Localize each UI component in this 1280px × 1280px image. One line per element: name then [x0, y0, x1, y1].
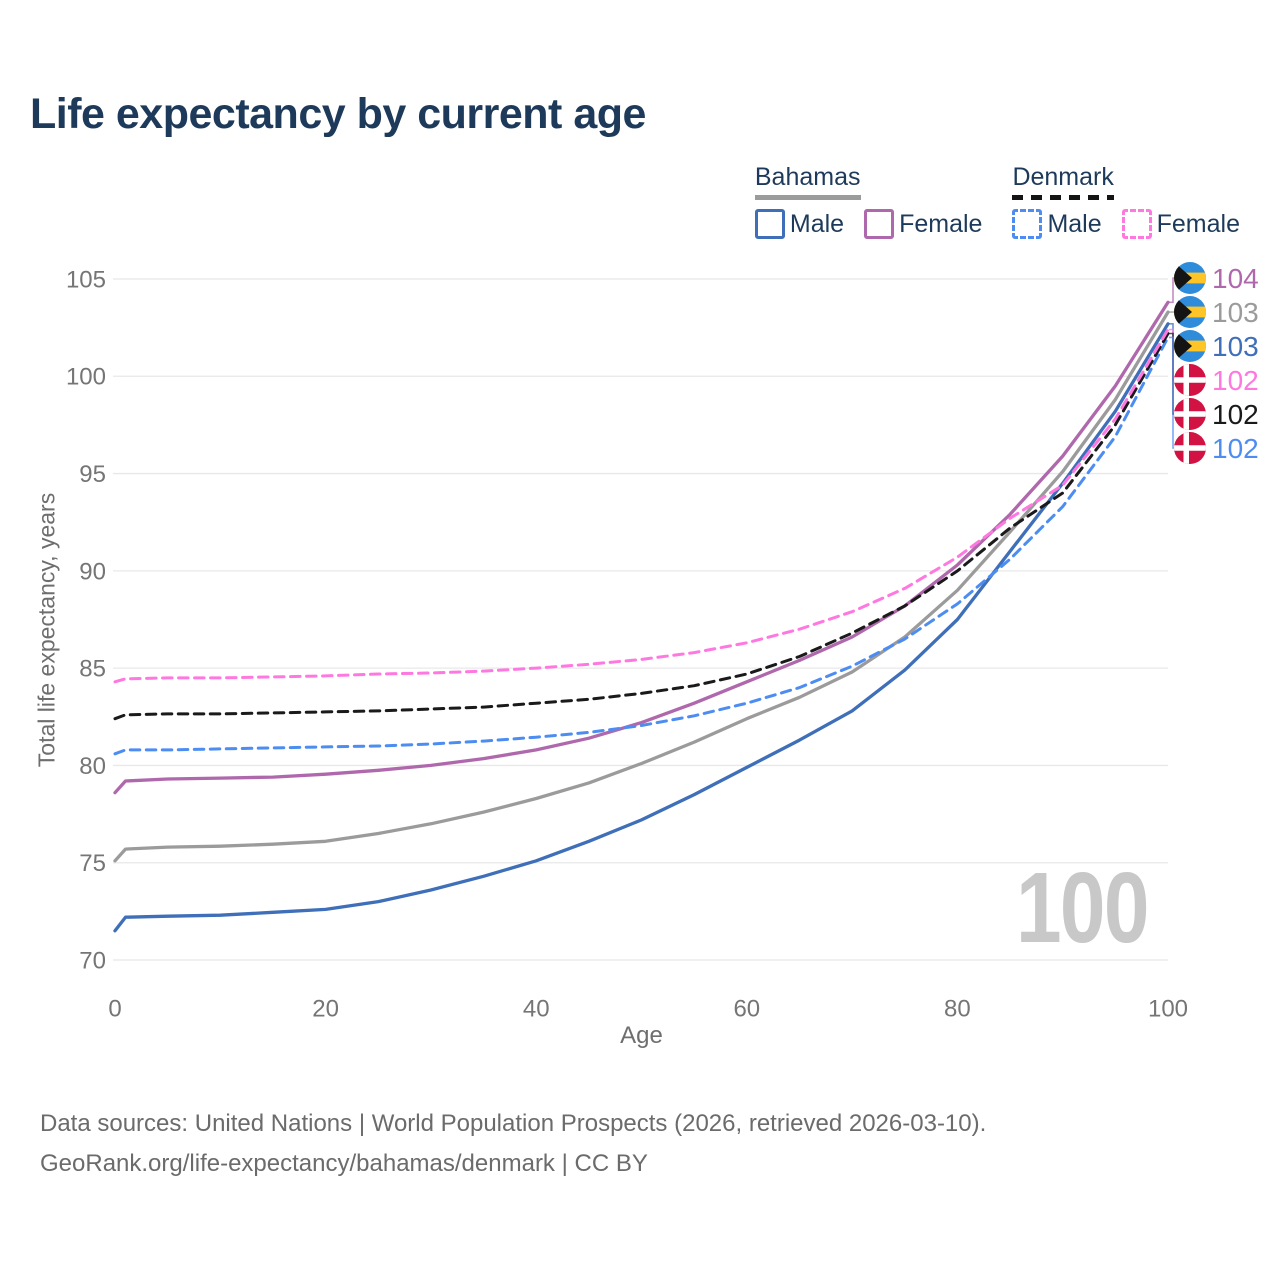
footer-data-sources: Data sources: United Nations | World Pop… — [40, 1110, 987, 1137]
legend-item-denmark-male[interactable]: Male — [1012, 209, 1102, 239]
end-value-label: 103 — [1212, 297, 1259, 328]
bahamas-flag-icon — [1174, 262, 1206, 294]
denmark-flag-icon — [1174, 364, 1206, 396]
series-checkbox-icon[interactable] — [864, 209, 895, 239]
series-line-denmark-total[interactable] — [113, 332, 1170, 721]
y-tick-label: 95 — [79, 461, 106, 488]
y-tick-label: 85 — [79, 656, 106, 683]
series-line-bahamas-male[interactable] — [113, 322, 1170, 933]
x-axis-title: Age — [620, 1022, 663, 1049]
bahamas-flag-icon — [1174, 296, 1206, 328]
denmark-flag-icon — [1174, 432, 1206, 464]
legend-item-label: Female — [899, 209, 983, 238]
y-tick-label: 100 — [66, 364, 106, 391]
end-value-label: 103 — [1212, 331, 1259, 362]
chart-title: Life expectancy by current age — [30, 90, 646, 138]
x-tick-label: 40 — [523, 995, 550, 1022]
series-line-bahamas-total[interactable] — [113, 310, 1170, 863]
legend-country-label: Denmark — [1012, 163, 1114, 200]
y-tick-label: 75 — [79, 850, 106, 877]
footer: Data sources: United Nations | World Pop… — [40, 1104, 986, 1184]
end-value-label: 102 — [1212, 399, 1259, 430]
legend-item-label: Male — [1047, 209, 1102, 238]
age-indicator-watermark: 100 — [1016, 852, 1150, 964]
bahamas-flag-icon — [1174, 330, 1206, 362]
series-checkbox-icon[interactable] — [754, 209, 785, 239]
series-checkbox-icon[interactable] — [1121, 209, 1152, 239]
legend-item-label: Female — [1156, 209, 1240, 238]
legend-group-denmark: Denmark Male Female — [1012, 163, 1240, 239]
y-tick-label: 70 — [79, 947, 106, 974]
legend-country-label: Bahamas — [754, 163, 861, 200]
series-checkbox-icon[interactable] — [1012, 209, 1043, 239]
series-line-denmark-female[interactable] — [113, 328, 1170, 684]
footer-attribution: GeoRank.org/life-expectancy/bahamas/denm… — [40, 1150, 648, 1177]
series-line-denmark-male[interactable] — [113, 335, 1170, 756]
y-tick-label: 105 — [66, 266, 106, 293]
legend-item-denmark-female[interactable]: Female — [1121, 209, 1240, 239]
leader-line — [1169, 336, 1176, 449]
end-value-label: 102 — [1212, 365, 1259, 396]
x-tick-label: 100 — [1148, 995, 1188, 1022]
legend-item-bahamas-male[interactable]: Male — [754, 209, 845, 239]
legend-item-label: Male — [789, 209, 845, 238]
denmark-flag-icon — [1174, 398, 1206, 430]
legend-country-line-style-dashed — [1012, 195, 1114, 200]
legend: Bahamas Male Female Denmark Male Female — [754, 163, 1240, 239]
y-tick-label: 90 — [79, 558, 106, 585]
end-value-label: 102 — [1212, 433, 1259, 464]
x-tick-label: 0 — [108, 995, 121, 1022]
legend-item-bahamas-female[interactable]: Female — [864, 209, 982, 239]
y-tick-label: 80 — [79, 753, 106, 780]
x-tick-label: 60 — [733, 995, 760, 1022]
end-value-label: 104 — [1212, 263, 1259, 294]
x-tick-label: 20 — [312, 995, 339, 1022]
y-axis-title: Total life expectancy, years — [33, 492, 60, 768]
legend-country-line-style-solid — [754, 195, 861, 200]
x-tick-label: 80 — [944, 995, 971, 1022]
legend-group-bahamas: Bahamas Male Female — [754, 163, 982, 239]
